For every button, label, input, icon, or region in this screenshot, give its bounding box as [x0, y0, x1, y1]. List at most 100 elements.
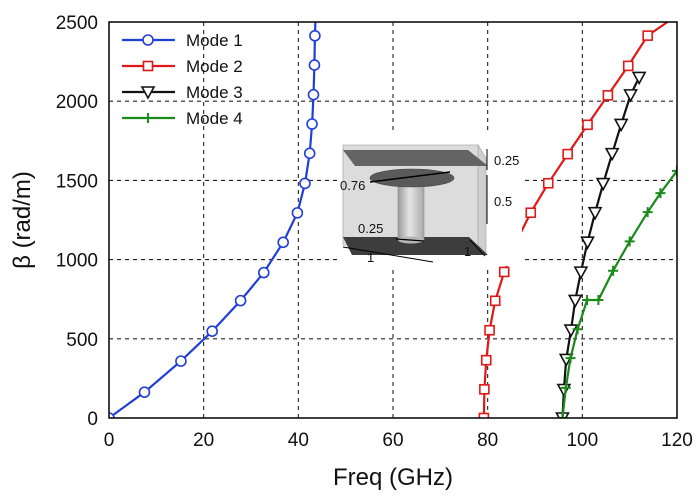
data-point: [277, 236, 289, 249]
inset-label-base-width: 1: [367, 250, 374, 265]
data-point: [642, 30, 653, 41]
y-axis-title: β (rad/m): [9, 171, 36, 269]
data-point: [109, 412, 115, 418]
curves: [109, 22, 677, 418]
y-tick-label: 1500: [56, 171, 98, 192]
legend-marker: [142, 60, 154, 72]
inset-label-post-diameter: 0.25: [358, 221, 383, 236]
x-tick-labels: 0 20 40 60 80 100 120: [104, 430, 693, 451]
x-tick-label: 80: [477, 430, 498, 451]
y-tick-label: 2000: [56, 92, 98, 113]
legend: Mode 1 Mode 2 Mode 3 Mode 4: [122, 31, 243, 128]
y-tick-label: 1000: [56, 251, 98, 272]
data-point: [565, 353, 576, 364]
data-point: [175, 355, 187, 367]
data-point: [299, 177, 311, 190]
inset-top-plate: [343, 150, 488, 166]
data-point: [562, 148, 573, 160]
data-point: [138, 386, 151, 398]
data-point: [557, 413, 568, 418]
data-point: [580, 236, 595, 250]
legend-item: Mode 4: [122, 109, 243, 128]
series-line: [109, 22, 317, 418]
data-point: [479, 384, 490, 395]
plot-frame: [108, 21, 678, 419]
data-point: [642, 207, 653, 218]
data-point: [582, 119, 593, 131]
data-point: [498, 266, 510, 278]
data-point: [572, 324, 583, 335]
series-mode-4: [557, 165, 677, 418]
data-point: [525, 207, 537, 219]
data-point: [602, 90, 614, 101]
data-point: [480, 354, 492, 366]
inset-post: [397, 177, 425, 241]
x-tick-label: 120: [661, 430, 693, 451]
inset-dim-line-depth: [469, 239, 486, 257]
data-point: [556, 383, 572, 398]
inset-label-disk-diameter: 0.76: [340, 178, 365, 193]
data-point: [542, 177, 554, 189]
x-axis-title: Freq (GHz): [333, 464, 453, 491]
legend-label: Mode 1: [186, 31, 243, 50]
series-mode-3: [555, 71, 647, 418]
inset-dim-line-disk: [369, 171, 451, 183]
legend-item: Mode 2: [122, 57, 243, 76]
x-tick-label: 40: [288, 430, 309, 451]
data-point: [595, 177, 611, 192]
data-point: [489, 295, 501, 307]
y-tick-labels: 0 500 1000 1500 2000 2500: [56, 13, 98, 430]
y-tick-label: 500: [66, 330, 98, 351]
data-point: [560, 382, 571, 393]
inset-bottom-plate: [343, 237, 488, 255]
inset-label-post-height: 0.5: [494, 194, 512, 209]
inset-dim-line-width: [342, 246, 434, 263]
data-point: [604, 147, 620, 162]
x-tick-label: 20: [193, 430, 214, 451]
inset-structure-illustration: 0.25 0.76 0.5 0.25 1 1: [338, 130, 522, 266]
inset-disk: [369, 168, 455, 188]
data-point: [306, 118, 318, 130]
data-point: [573, 266, 589, 280]
series-mode-1: [109, 22, 321, 418]
inset-label-base-depth: 1: [464, 244, 471, 259]
legend-marker: [140, 86, 156, 100]
series-line: [561, 170, 677, 418]
legend-marker: [143, 113, 153, 123]
data-point: [303, 147, 316, 160]
x-tick-label: 100: [566, 430, 598, 451]
data-point: [484, 324, 495, 336]
data-point: [291, 207, 304, 219]
legend-marker: [142, 34, 154, 46]
data-point: [308, 59, 321, 71]
y-tick-label: 2500: [56, 13, 98, 34]
data-point: [631, 71, 647, 86]
legend-label: Mode 3: [186, 83, 243, 102]
legend-label: Mode 2: [186, 57, 243, 76]
data-point: [593, 294, 604, 305]
data-point: [587, 206, 603, 221]
data-point: [307, 88, 320, 101]
data-point: [613, 118, 629, 133]
y-tick-label: 0: [87, 409, 98, 430]
data-point: [309, 29, 321, 42]
x-tick-label: 60: [382, 430, 403, 451]
legend-item: Mode 3: [122, 83, 243, 102]
data-point: [563, 324, 579, 338]
series-line: [561, 76, 641, 418]
data-point: [567, 294, 583, 309]
data-point: [582, 294, 593, 305]
x-tick-label: 0: [104, 430, 115, 451]
data-point: [624, 236, 635, 247]
legend-label: Mode 4: [186, 109, 243, 128]
data-point: [206, 325, 218, 337]
inset-dim-line-post: [395, 238, 425, 242]
data-point: [622, 60, 634, 72]
data-point: [655, 188, 666, 199]
data-point: [257, 266, 270, 279]
legend-item: Mode 1: [122, 31, 243, 50]
inset-label-top-gap: 0.25: [494, 153, 519, 168]
data-point: [608, 265, 619, 276]
data-point: [478, 412, 490, 418]
